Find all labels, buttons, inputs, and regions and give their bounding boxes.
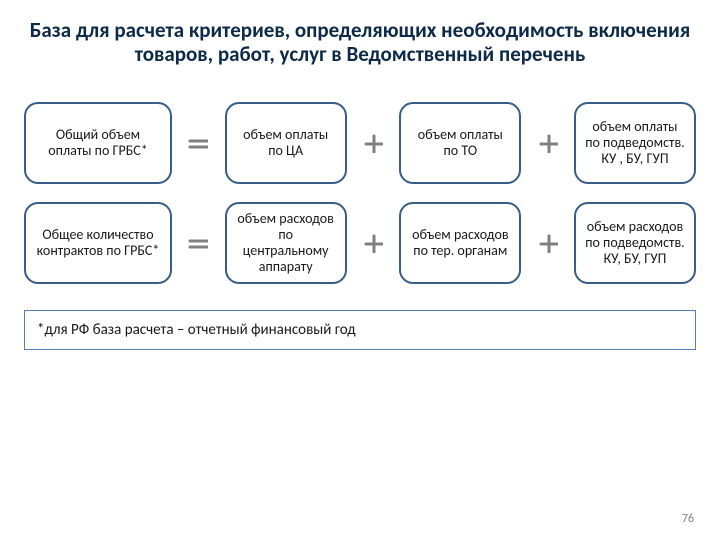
lhs-box: Общее количество контрактов по ГРБС*	[24, 202, 172, 284]
plus-icon	[359, 102, 387, 184]
page-title: База для расчета критериев, определяющих…	[24, 18, 696, 66]
term-box: объем оплаты по ТО	[399, 102, 521, 184]
lhs-box: Общий объем оплаты по ГРБС*	[24, 102, 172, 184]
term-box: объем расходов по центральному аппарату	[225, 202, 347, 284]
footnote: *для РФ база расчета – отчетный финансов…	[24, 310, 696, 350]
equation-row: Общий объем оплаты по ГРБС* объем оплаты…	[24, 102, 696, 184]
plus-icon	[534, 202, 562, 284]
equals-icon	[184, 102, 212, 184]
equation-row: Общее количество контрактов по ГРБС* объ…	[24, 202, 696, 284]
page-number: 76	[682, 512, 694, 526]
plus-icon	[534, 102, 562, 184]
plus-icon	[359, 202, 387, 284]
equation-rows: Общий объем оплаты по ГРБС* объем оплаты…	[24, 102, 696, 284]
term-box: объем оплаты по ЦА	[225, 102, 347, 184]
equals-icon	[184, 202, 212, 284]
term-box: объем расходов по подведомств. КУ, БУ, Г…	[574, 202, 696, 284]
term-box: объем расходов по тер. органам	[399, 202, 521, 284]
term-box: объем оплаты по подведомств. КУ , БУ, ГУ…	[574, 102, 696, 184]
